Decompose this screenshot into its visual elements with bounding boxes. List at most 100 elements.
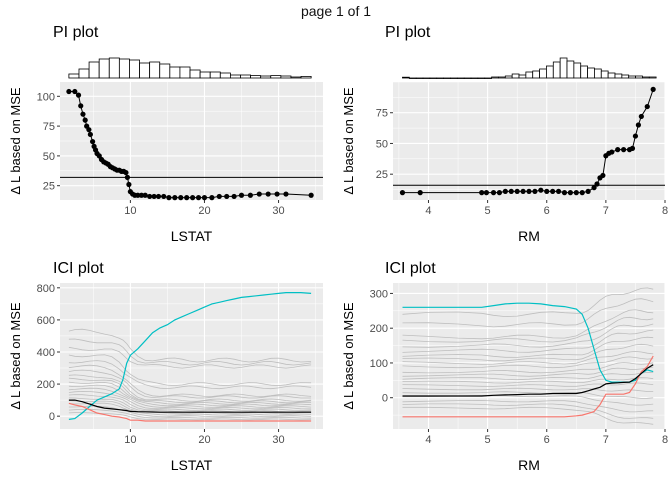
x-axis-label: LSTAT xyxy=(171,457,213,473)
data-point xyxy=(147,193,153,200)
y-tick-label: 25 xyxy=(376,169,388,181)
data-point xyxy=(544,188,550,194)
series-line-low xyxy=(68,402,312,422)
data-point xyxy=(496,190,503,196)
ice-line xyxy=(402,400,654,413)
x-axis-label: RM xyxy=(518,228,540,244)
ice-line xyxy=(402,316,654,343)
x-tick-label: 30 xyxy=(272,205,284,217)
data-point xyxy=(520,188,526,194)
ice-line xyxy=(68,369,312,399)
ice-line xyxy=(68,360,312,390)
ice-line xyxy=(402,323,654,348)
ice-line xyxy=(402,387,654,392)
histogram-bar xyxy=(139,62,151,79)
ice-line xyxy=(402,371,654,381)
histogram-bar xyxy=(498,76,506,79)
histogram-bar xyxy=(614,73,623,79)
data-point xyxy=(86,127,92,133)
data-point xyxy=(216,193,222,200)
x-tick-label: 30 xyxy=(272,434,284,446)
data-point xyxy=(308,192,314,198)
data-point xyxy=(89,138,96,145)
data-point xyxy=(166,195,172,201)
histogram-bar xyxy=(240,74,251,79)
histogram-bar xyxy=(250,75,262,79)
histogram-bar xyxy=(179,66,191,79)
histogram-bar xyxy=(525,71,534,79)
x-axis-label: RM xyxy=(518,457,540,473)
histogram-bar xyxy=(587,67,595,79)
data-point xyxy=(142,192,148,198)
grid xyxy=(393,81,666,200)
ice-line xyxy=(402,366,654,377)
histogram-bar xyxy=(463,77,472,79)
x-tick-label: 4 xyxy=(425,205,431,217)
ice-line xyxy=(68,394,312,411)
x-tick-label: 4 xyxy=(425,434,431,446)
ici-rm-panel: 4 5 6 7 8 0 100 200 300 ICI plot RM Δ L based on MS… xyxy=(341,260,668,473)
chart-title: ICI plot xyxy=(385,260,436,277)
data-point xyxy=(274,191,280,197)
histogram-bar xyxy=(450,77,458,79)
ice-line xyxy=(68,408,312,419)
ice-line xyxy=(68,364,312,397)
histogram-bar xyxy=(594,68,602,79)
panel-background xyxy=(393,82,665,200)
histogram-bar xyxy=(108,57,120,79)
x-tick-label: 6 xyxy=(544,205,550,217)
data-point xyxy=(483,190,490,196)
data-point xyxy=(479,190,485,196)
ici-lstat-panel: 10 20 30 0 200 400 600 800 ICI plot LSTAT Δ L base… xyxy=(8,260,323,473)
y-tick-label: 50 xyxy=(43,151,55,163)
histogram-bar xyxy=(642,76,650,79)
data-point xyxy=(579,190,585,196)
x-tick-label: 7 xyxy=(603,205,609,217)
y-tick-label: 0 xyxy=(49,411,55,423)
data-point xyxy=(585,188,591,194)
data-point xyxy=(78,103,84,109)
ice-line xyxy=(402,356,654,369)
histogram-bar xyxy=(511,73,520,79)
data-point xyxy=(190,195,196,201)
histogram-bar xyxy=(189,69,201,79)
ice-line xyxy=(402,362,654,374)
histogram-bar xyxy=(573,62,582,79)
histogram-bar xyxy=(260,75,272,79)
histogram-bar xyxy=(229,74,241,79)
y-axis-label: Δ L based on MSE xyxy=(341,302,356,410)
y-axis-label: Δ L based on MSE xyxy=(8,302,23,410)
series-line-mean xyxy=(402,364,654,397)
data-point xyxy=(283,191,289,197)
histogram-bar xyxy=(98,58,110,79)
data-point xyxy=(526,188,532,194)
histogram-bar xyxy=(518,74,527,79)
histogram-bar xyxy=(118,58,130,79)
ice-line xyxy=(402,287,654,318)
data-point xyxy=(209,195,215,201)
histogram-bar xyxy=(628,75,636,79)
ice-lines xyxy=(68,292,312,422)
ice-line xyxy=(68,346,312,369)
data-point xyxy=(184,195,190,201)
data-point xyxy=(80,111,86,117)
histogram-bar xyxy=(422,77,431,79)
histogram-bar xyxy=(408,77,417,79)
data-point xyxy=(591,185,597,191)
data-point xyxy=(161,193,167,200)
data-point xyxy=(75,92,82,98)
ice-line xyxy=(68,387,312,408)
histogram-bar xyxy=(491,76,499,79)
histogram-bar xyxy=(621,74,630,79)
histogram-bar xyxy=(88,61,100,79)
data-point xyxy=(87,131,93,138)
ice-lines xyxy=(402,287,654,425)
y-tick-label: 400 xyxy=(37,347,55,359)
ice-line xyxy=(68,405,312,418)
data-point xyxy=(195,195,202,201)
series-line-high xyxy=(68,292,312,420)
data-point xyxy=(621,147,627,153)
data-point xyxy=(650,86,656,92)
data-point xyxy=(126,181,132,188)
